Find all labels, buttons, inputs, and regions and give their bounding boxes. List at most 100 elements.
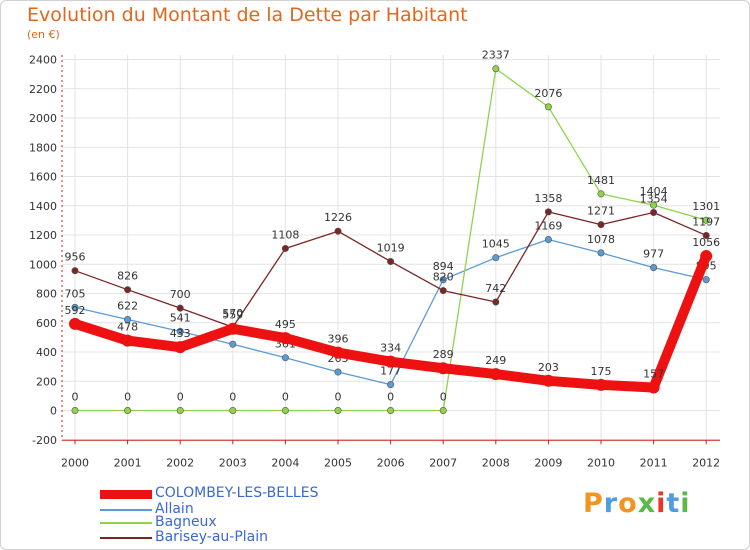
data-point — [544, 236, 552, 244]
data-point — [650, 201, 658, 209]
y-tick-label: 0 — [50, 405, 57, 418]
chart-title: Evolution du Montant de la Dette par Hab… — [27, 4, 468, 26]
legend-label: Allain — [155, 501, 194, 517]
data-label: 592 — [65, 304, 86, 317]
data-point — [124, 316, 132, 324]
data-label: 478 — [117, 321, 138, 334]
data-label: 1078 — [587, 233, 615, 246]
data-point — [597, 190, 605, 198]
legend-swatch — [100, 490, 152, 499]
x-tick-label: 2003 — [219, 456, 247, 469]
x-tick-label: 2010 — [587, 456, 615, 469]
data-label: 894 — [433, 260, 454, 273]
x-tick-label: 2002 — [166, 456, 194, 469]
data-point — [597, 221, 605, 229]
data-point — [387, 406, 395, 414]
data-point — [71, 406, 79, 414]
data-point — [334, 368, 342, 376]
data-label: 157 — [643, 368, 664, 381]
y-tick-label: 2200 — [29, 83, 57, 96]
data-point — [647, 381, 660, 394]
data-point — [121, 334, 134, 347]
data-point — [71, 267, 79, 275]
y-tick-label: -200 — [32, 434, 57, 447]
logo-letter: r — [603, 488, 619, 519]
data-label: 249 — [485, 354, 506, 367]
data-label: 1045 — [482, 238, 510, 251]
x-tick-label: 2008 — [482, 456, 510, 469]
data-point — [542, 374, 555, 387]
data-label: 977 — [643, 248, 664, 261]
data-label: 1481 — [587, 174, 615, 187]
data-label: 1358 — [534, 192, 562, 205]
data-point — [492, 298, 500, 306]
data-label: 396 — [328, 333, 349, 346]
data-label: 203 — [538, 361, 559, 374]
data-label: 0 — [335, 391, 342, 404]
data-point — [492, 254, 500, 262]
data-label: 1056 — [692, 236, 720, 249]
data-point — [650, 208, 658, 216]
data-point — [544, 103, 552, 111]
data-point — [387, 257, 395, 265]
y-tick-label: 600 — [36, 317, 57, 330]
data-point — [439, 276, 447, 284]
data-label: 1354 — [640, 192, 668, 205]
data-point — [124, 286, 132, 294]
logo-letter: x — [637, 488, 657, 519]
data-label: 334 — [380, 342, 401, 355]
data-point — [226, 322, 239, 335]
x-tick-label: 2012 — [692, 456, 720, 469]
data-label: 559 — [222, 309, 243, 322]
data-point — [597, 249, 605, 257]
y-tick-label: 1800 — [29, 141, 57, 154]
chart-subtitle: (en €) — [27, 28, 60, 41]
data-point — [229, 406, 237, 414]
data-point — [281, 244, 289, 252]
data-label: 570 — [222, 307, 243, 320]
data-label: 0 — [282, 391, 289, 404]
data-point — [334, 406, 342, 414]
data-point — [595, 378, 607, 391]
data-label: 1169 — [534, 220, 562, 233]
logo-letter: t — [666, 488, 681, 519]
y-tick-label: 1200 — [29, 229, 57, 242]
y-tick-label: 800 — [36, 288, 57, 301]
legend-swatch — [100, 522, 152, 524]
data-point — [437, 362, 450, 375]
data-point — [69, 317, 81, 330]
data-label: 0 — [440, 391, 447, 404]
data-point — [176, 327, 184, 335]
data-label: 705 — [65, 287, 86, 300]
data-point — [384, 355, 397, 368]
legend-swatch — [100, 509, 152, 511]
data-label: 1197 — [692, 215, 720, 228]
data-label: 820 — [433, 271, 454, 284]
x-tick-label: 2001 — [114, 456, 142, 469]
data-point — [334, 227, 342, 235]
data-point — [281, 354, 289, 362]
data-label: 1226 — [324, 211, 352, 224]
data-label: 1108 — [271, 228, 299, 241]
legend-swatch — [100, 537, 152, 539]
data-point — [176, 304, 184, 312]
y-tick-label: 400 — [36, 346, 57, 359]
logo-letter: i — [680, 488, 691, 519]
data-point — [279, 332, 292, 345]
data-label: 826 — [117, 270, 138, 283]
logo-letter: P — [583, 488, 604, 519]
data-label: 433 — [170, 327, 191, 340]
data-label: 0 — [124, 391, 131, 404]
x-tick-label: 2007 — [429, 456, 457, 469]
data-point — [176, 406, 184, 414]
data-point — [492, 65, 500, 73]
data-point — [702, 216, 710, 224]
x-tick-label: 2005 — [324, 456, 352, 469]
x-tick-label: 2006 — [377, 456, 405, 469]
data-label: 1271 — [587, 205, 615, 218]
proxiti-logo: Proxiti — [583, 488, 691, 519]
data-point — [332, 346, 344, 359]
y-tick-label: 1600 — [29, 171, 57, 184]
data-point — [700, 250, 713, 263]
